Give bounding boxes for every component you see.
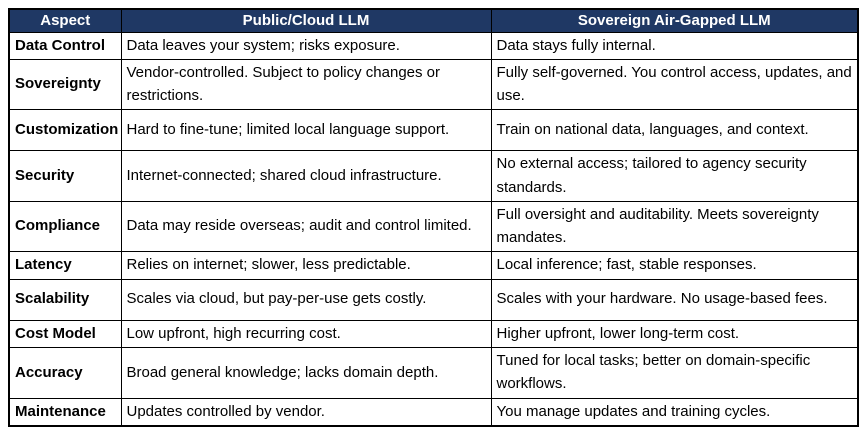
sovereign-air-gapped-llm-cell: No external access; tailored to agency s… <box>490 150 859 202</box>
table-row: Accuracy Broad general knowledge; lacks d… <box>8 346 859 399</box>
table-row: Security Internet-connected; shared cloud… <box>8 150 859 202</box>
table-row: Customization Hard to fine-tune; limited … <box>8 109 859 152</box>
sovereign-air-gapped-llm-cell: Full oversight and auditability. Meets s… <box>490 200 859 253</box>
aspect-cell: Data Control <box>8 31 122 60</box>
public-cloud-llm-cell: Data may reside overseas; audit and cont… <box>120 200 492 253</box>
public-cloud-llm-cell: Relies on internet; slower, less predict… <box>120 251 492 280</box>
aspect-cell: Security <box>8 150 122 202</box>
table-row: Latency Relies on internet; slower, less … <box>8 251 859 280</box>
aspect-cell: Sovereignty <box>8 58 122 111</box>
public-cloud-llm-cell: Broad general knowledge; lacks domain de… <box>120 346 492 399</box>
sovereign-air-gapped-llm-cell: Tuned for local tasks; better on domain-… <box>490 346 859 399</box>
aspect-cell: Compliance <box>8 200 122 253</box>
table-row: Cost Model Low upfront, high recurring co… <box>8 319 859 348</box>
aspect-cell: Scalability <box>8 278 122 321</box>
aspect-cell: Latency <box>8 251 122 280</box>
aspect-cell: Cost Model <box>8 319 122 348</box>
sovereign-air-gapped-llm-cell: Higher upfront, lower long-term cost. <box>490 319 859 348</box>
header-row: Aspect Public/Cloud LLM Sovereign Air-Ga… <box>8 8 859 33</box>
aspect-cell: Customization <box>8 109 122 152</box>
sovereign-air-gapped-llm-cell: Train on national data, languages, and c… <box>490 109 859 152</box>
aspect-cell: Maintenance <box>8 397 122 427</box>
column-header-public-cloud-llm: Public/Cloud LLM <box>120 8 492 33</box>
table-row: Scalability Scales via cloud, but pay-per… <box>8 278 859 321</box>
sovereign-air-gapped-llm-cell: You manage updates and training cycles. <box>490 397 859 427</box>
table-row: Compliance Data may reside overseas; audi… <box>8 200 859 253</box>
sovereign-air-gapped-llm-cell: Local inference; fast, stable responses. <box>490 251 859 280</box>
table-body: Data Control Data leaves your system; ris… <box>8 31 859 427</box>
public-cloud-llm-cell: Vendor-controlled. Subject to policy cha… <box>120 58 492 111</box>
public-cloud-llm-cell: Updates controlled by vendor. <box>120 397 492 427</box>
sovereign-air-gapped-llm-cell: Data stays fully internal. <box>490 31 859 60</box>
table-row: Maintenance Updates controlled by vendor.… <box>8 397 859 427</box>
column-header-aspect: Aspect <box>8 8 122 33</box>
sovereign-air-gapped-llm-cell: Fully self-governed. You control access,… <box>490 58 859 111</box>
public-cloud-llm-cell: Low upfront, high recurring cost. <box>120 319 492 348</box>
table-row: Data Control Data leaves your system; ris… <box>8 31 859 60</box>
public-cloud-llm-cell: Scales via cloud, but pay-per-use gets c… <box>120 278 492 321</box>
table-row: Sovereignty Vendor-controlled. Subject to… <box>8 58 859 111</box>
public-cloud-llm-cell: Internet-connected; shared cloud infrast… <box>120 150 492 202</box>
comparison-table: Aspect Public/Cloud LLM Sovereign Air-Ga… <box>8 8 859 427</box>
public-cloud-llm-cell: Data leaves your system; risks exposure. <box>120 31 492 60</box>
column-header-sovereign-air-gapped-llm: Sovereign Air-Gapped LLM <box>490 8 859 33</box>
aspect-cell: Accuracy <box>8 346 122 399</box>
public-cloud-llm-cell: Hard to fine-tune; limited local languag… <box>120 109 492 152</box>
sovereign-air-gapped-llm-cell: Scales with your hardware. No usage-base… <box>490 278 859 321</box>
